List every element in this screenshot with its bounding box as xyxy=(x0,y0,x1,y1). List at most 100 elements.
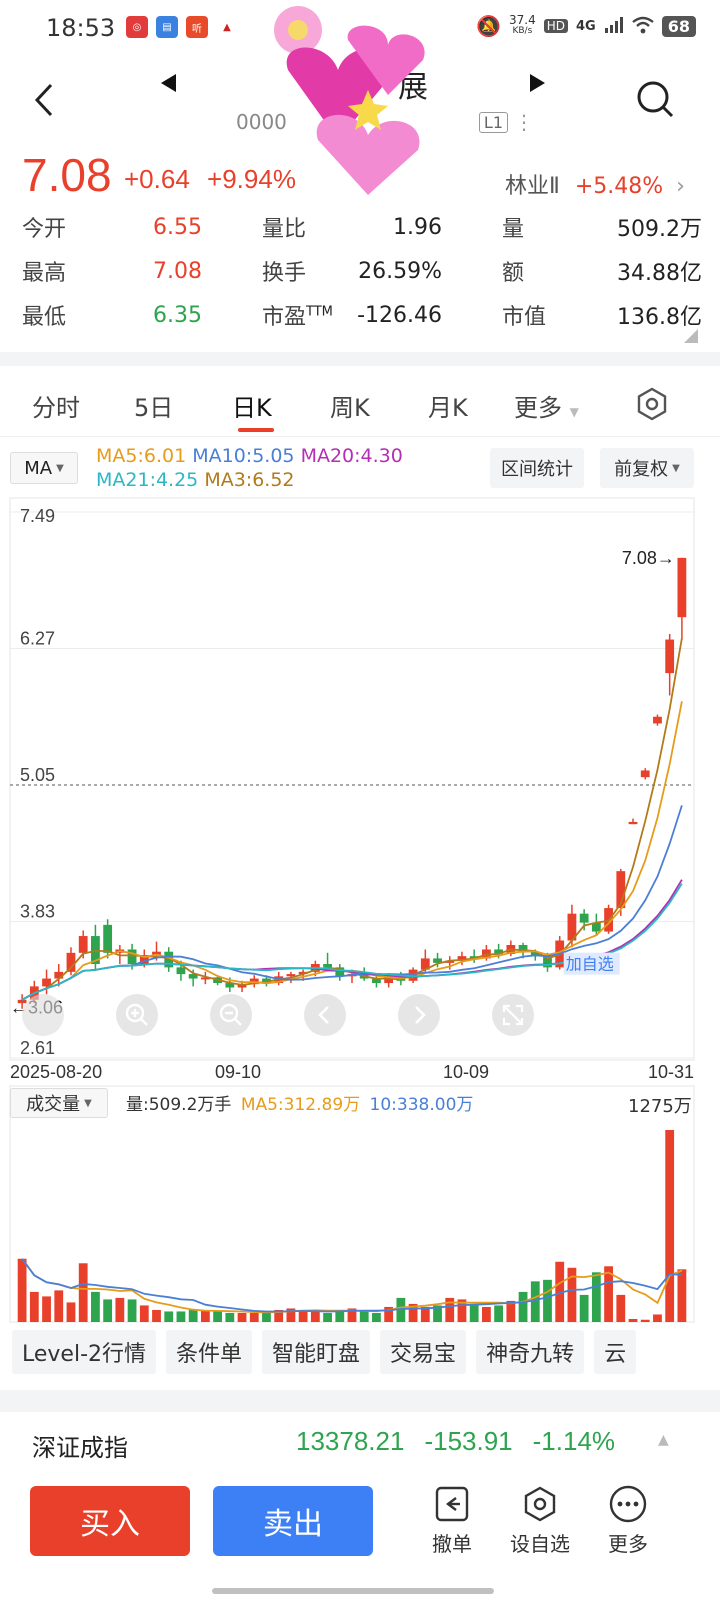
candle-body xyxy=(298,971,308,975)
candle-body xyxy=(286,974,296,977)
home-indicator[interactable] xyxy=(212,1588,494,1594)
app-notification-icon: 听 xyxy=(186,16,208,38)
feature-item[interactable]: 交易宝 xyxy=(380,1330,467,1374)
zoom-out-button[interactable] xyxy=(210,994,252,1036)
add-watchlist-button[interactable]: 设自选 xyxy=(500,1484,580,1557)
ma-selector[interactable]: MA ▼ xyxy=(10,452,78,484)
more-button[interactable]: 更多 xyxy=(588,1484,668,1557)
volume-bar xyxy=(262,1311,271,1322)
volume-ma10: 10:338.00万 xyxy=(369,1095,474,1115)
volume-indicator-selector[interactable]: 成交量 ▼ xyxy=(10,1088,108,1118)
index-change-percent: -1.14% xyxy=(532,1426,616,1456)
feature-item[interactable]: 智能盯盘 xyxy=(262,1330,371,1374)
cancel-order-button[interactable]: 撤单 xyxy=(412,1484,492,1557)
sector-link[interactable]: 林业Ⅱ +5.48% › xyxy=(505,168,685,200)
hexagon-settings-icon xyxy=(637,387,667,421)
volume-bar xyxy=(213,1311,222,1322)
add-watch-tag: 加自选 xyxy=(566,955,614,974)
signal-icon xyxy=(604,16,624,36)
prev-stock-button[interactable] xyxy=(152,66,186,100)
feature-bar: Level-2行情 条件单 智能盯盘 交易宝 神奇九转云 xyxy=(0,1330,720,1386)
next-stock-button[interactable] xyxy=(520,66,554,100)
chevron-left-icon xyxy=(318,1006,329,1024)
feature-item[interactable]: Level-2行情 xyxy=(12,1330,157,1374)
volume-bar xyxy=(591,1272,601,1322)
feature-item[interactable]: 神奇九转 xyxy=(476,1330,585,1374)
candle-body xyxy=(372,978,381,984)
caret-down-icon: ▼ xyxy=(672,462,680,474)
back-button[interactable] xyxy=(24,80,64,120)
stat-value: 34.88亿 xyxy=(617,261,702,286)
heart-sticker-overlay xyxy=(274,6,425,195)
tab-5day[interactable]: 5日 xyxy=(134,394,174,422)
adjust-selector[interactable]: 前复权 ▼ xyxy=(600,448,694,488)
candle-body xyxy=(653,716,662,724)
app-notification-icon: ▤ xyxy=(156,16,178,38)
tab-more[interactable]: 更多 ▼ xyxy=(514,388,579,423)
more-dots-icon[interactable]: ⋮ xyxy=(514,110,534,134)
pan-left-button[interactable] xyxy=(22,994,64,1036)
candle-body xyxy=(518,944,528,952)
candle-body xyxy=(139,955,149,965)
stock-code: 0000 xyxy=(236,110,287,134)
feature-item[interactable]: 云 xyxy=(594,1330,637,1374)
stat-label: 量 xyxy=(502,217,525,242)
range-stats-button[interactable]: 区间统计 xyxy=(490,448,584,488)
level-badge[interactable]: L1 xyxy=(478,111,508,133)
tab-more-label: 更多 xyxy=(514,394,562,422)
zoom-out-icon xyxy=(219,1003,242,1026)
candle-body xyxy=(262,978,271,984)
sell-button[interactable]: 卖出 xyxy=(213,1486,373,1556)
scroll-right-button[interactable] xyxy=(398,994,440,1036)
chart-toolbar xyxy=(0,992,720,1040)
y-tick-label: 5.05 xyxy=(20,765,55,785)
fullscreen-button[interactable] xyxy=(492,994,534,1036)
app-notification-icon: ▲ xyxy=(216,16,238,38)
ma-selector-label: MA xyxy=(24,457,53,479)
volume-bar xyxy=(42,1296,51,1322)
volume-value: 量:509.2万手 xyxy=(126,1095,232,1115)
stat-cell: 最低 6.35 xyxy=(22,299,202,331)
feature-item[interactable]: 条件单 xyxy=(166,1330,253,1374)
volume-bar xyxy=(200,1309,210,1322)
volume-bar xyxy=(359,1311,369,1322)
index-value: 13378.21 xyxy=(296,1426,405,1456)
zoom-in-button[interactable] xyxy=(116,994,158,1036)
tab-intraday[interactable]: 分时 xyxy=(32,394,80,422)
volume-bar xyxy=(469,1303,479,1322)
tab-weekly-k[interactable]: 周K xyxy=(330,394,370,422)
volume-bar xyxy=(176,1311,186,1322)
triangle-left-icon xyxy=(161,74,176,92)
volume-bar xyxy=(237,1312,247,1322)
candle-body xyxy=(677,557,687,618)
candle-body xyxy=(164,951,174,968)
caret-up-icon[interactable]: ▲ xyxy=(658,1432,669,1448)
volume-bar xyxy=(567,1267,577,1322)
search-button[interactable] xyxy=(632,76,678,122)
stat-label-sup: TTM xyxy=(306,304,333,320)
tab-daily-k[interactable]: 日K xyxy=(232,394,272,422)
tab-monthly-k[interactable]: 月K xyxy=(428,394,468,422)
chart-settings-button[interactable] xyxy=(634,386,670,428)
candle-body xyxy=(42,978,51,987)
buy-button[interactable]: 买入 xyxy=(30,1486,190,1556)
candle-body xyxy=(152,951,161,956)
index-ticker[interactable]: 深证成指 13378.21 -153.91 -1.14% ▲ xyxy=(0,1412,720,1474)
add-watchlist-label: 设自选 xyxy=(510,1532,570,1556)
candle-body xyxy=(225,983,235,988)
sector-name: 林业Ⅱ xyxy=(505,174,560,199)
kline-chart[interactable]: 7.496.275.053.832.617.08→←3.06加自选2025-08… xyxy=(0,490,720,1330)
scroll-left-button[interactable] xyxy=(304,994,346,1036)
app-notification-icon: ◎ xyxy=(126,16,148,38)
volume-bar xyxy=(54,1290,64,1322)
index-name: 深证成指 xyxy=(32,1434,128,1462)
expand-corner-icon[interactable] xyxy=(684,328,698,347)
volume-bar xyxy=(420,1306,430,1322)
candle-body xyxy=(494,949,504,954)
stat-label: 市盈 xyxy=(262,305,307,330)
candle-body xyxy=(54,971,64,979)
status-bar: 18:53 ◎ ▤ 听 ▲ 🔕 37.4 KB/s HD 4G 68 xyxy=(0,0,720,56)
stat-value: 7.08 xyxy=(153,258,202,284)
cancel-order-icon xyxy=(435,1486,469,1522)
ma-legend: MA5:6.01 MA10:5.05 MA20:4.30 MA21:4.25 M… xyxy=(96,444,403,492)
